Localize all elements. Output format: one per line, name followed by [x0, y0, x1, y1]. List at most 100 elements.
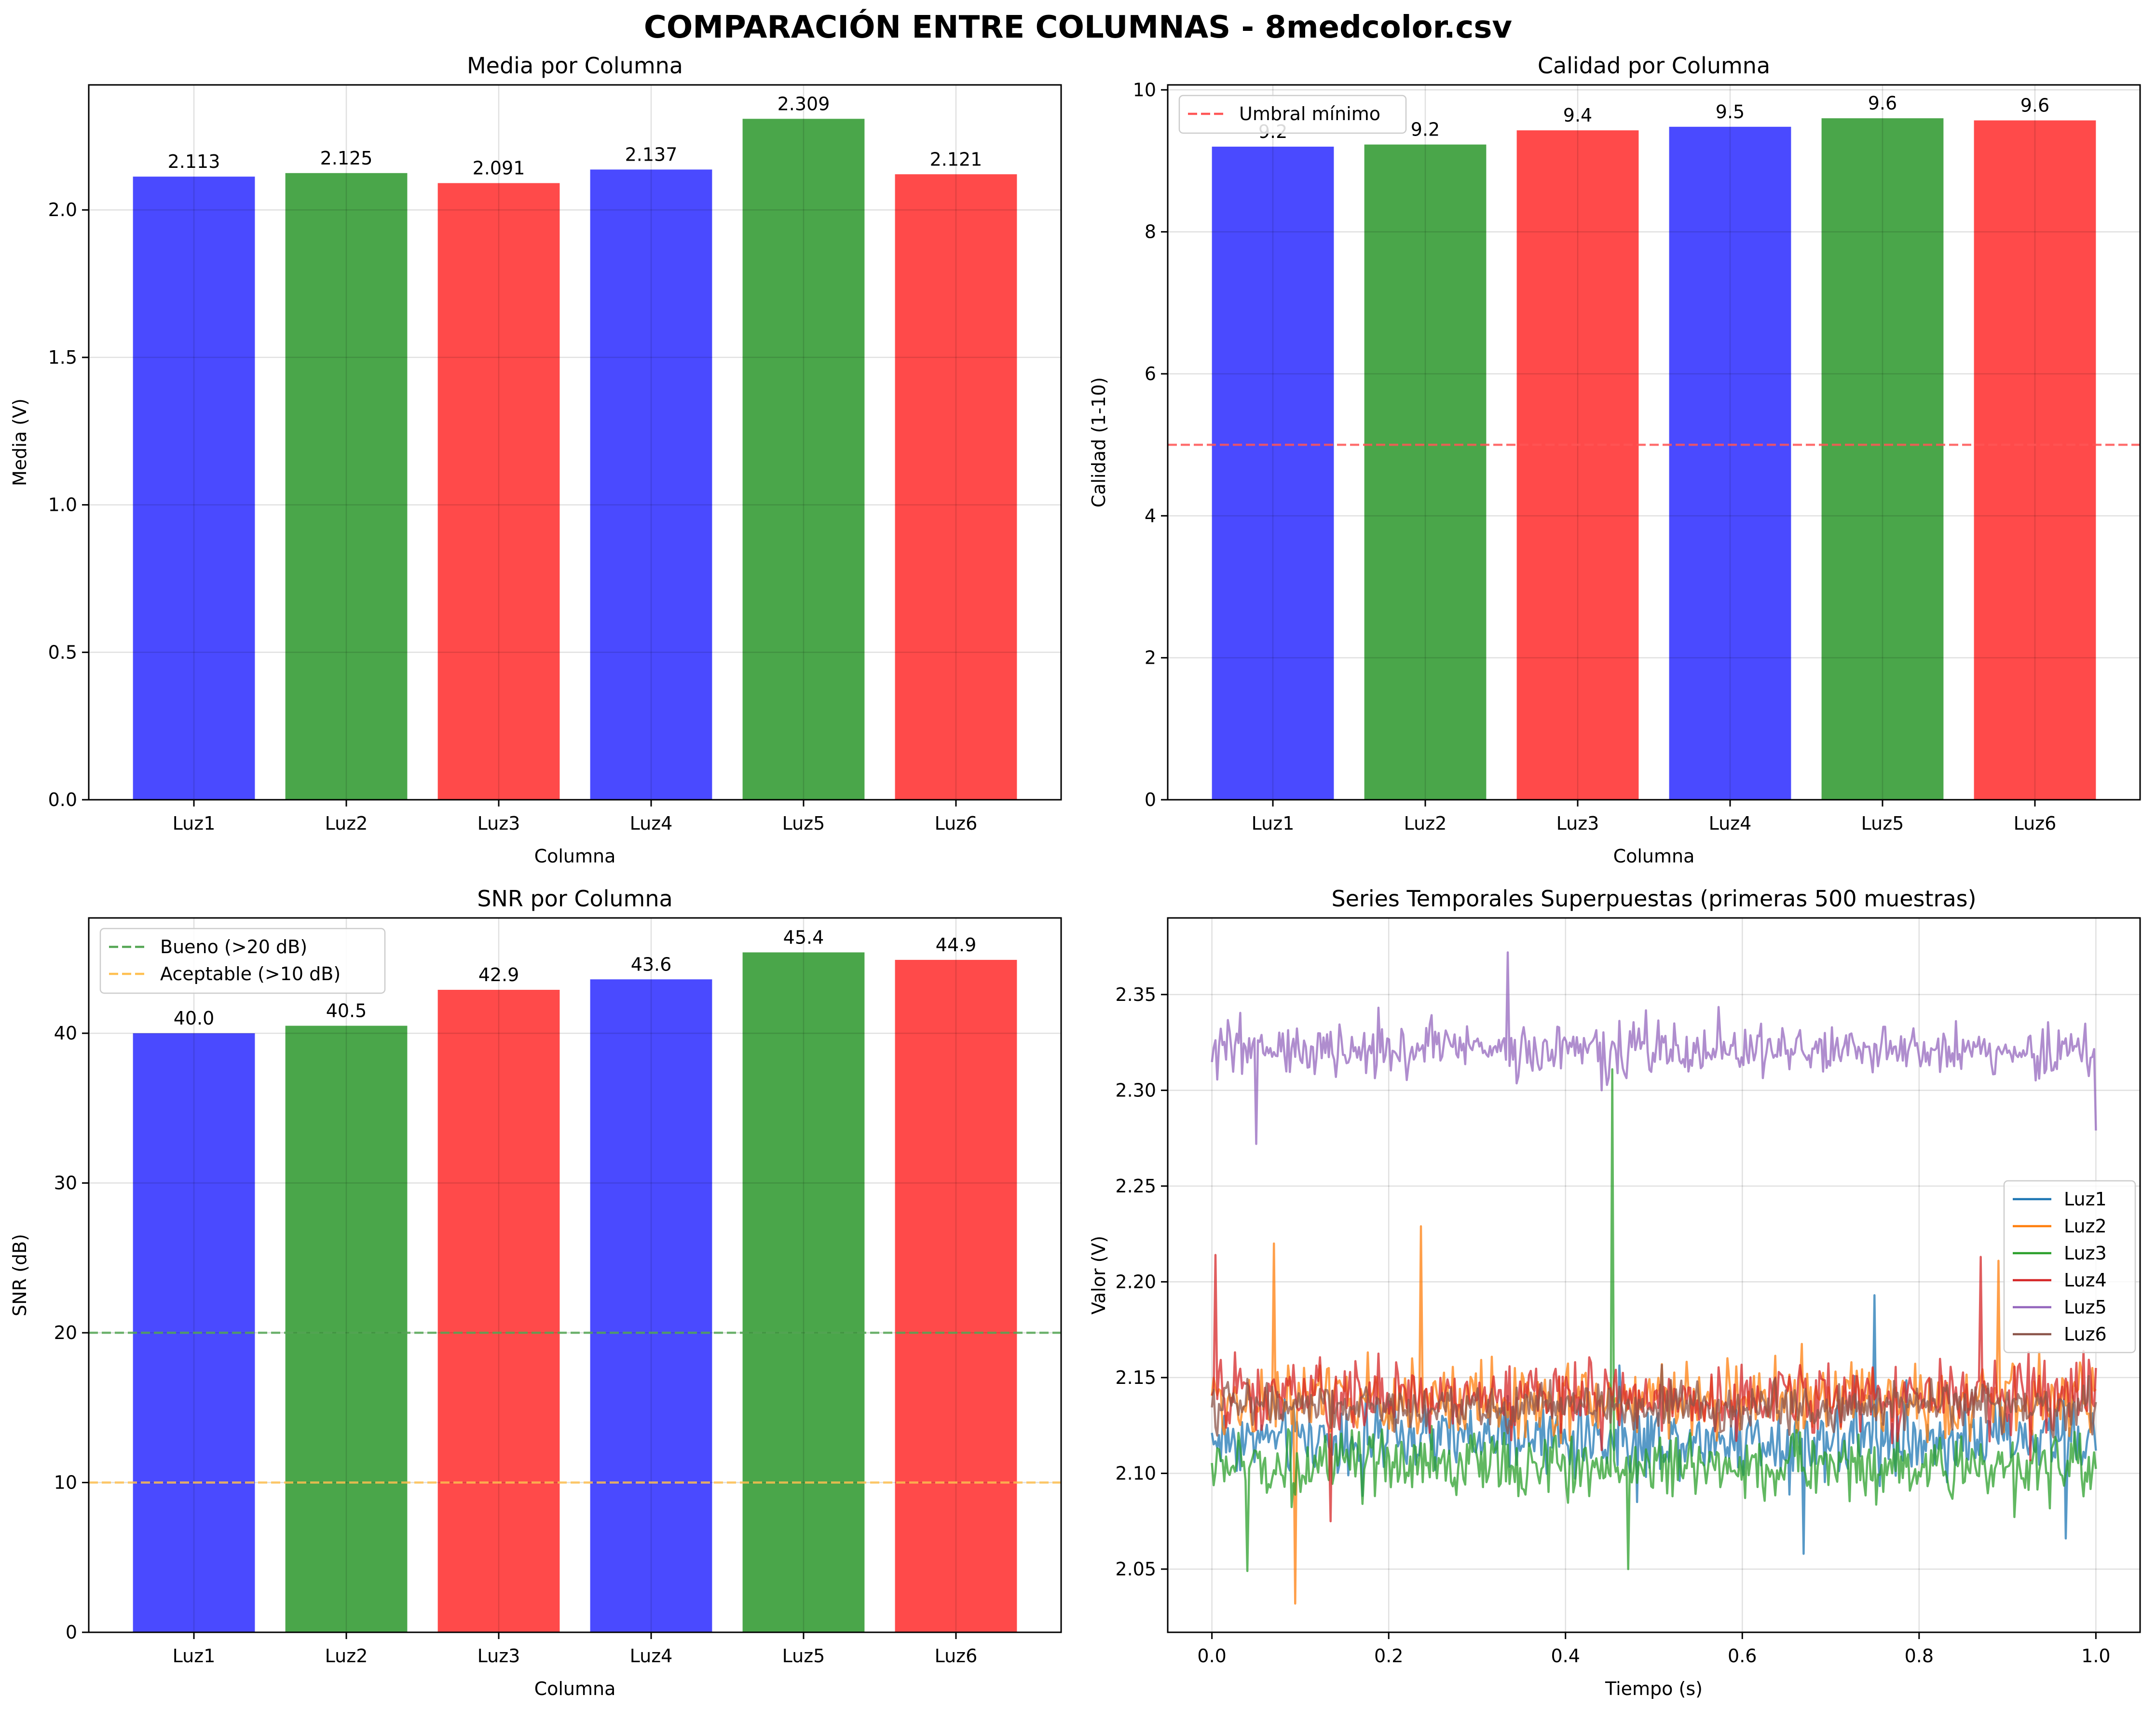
series-line-luz5	[1211, 951, 2097, 1145]
x-tick-label: Luz5	[782, 1645, 825, 1667]
bar-luz3	[1516, 130, 1639, 800]
y-tick-label: 2	[1145, 647, 1156, 669]
x-tick-label: Luz1	[173, 1645, 216, 1667]
x-tick-label: Luz3	[478, 813, 520, 834]
y-axis-label: SNR (dB)	[9, 1234, 30, 1316]
bar-luz5	[742, 952, 865, 1632]
series-line-luz6	[1211, 1364, 2097, 1439]
y-tick-label: 0.0	[48, 789, 77, 810]
x-tick-label: Luz3	[1556, 813, 1599, 834]
x-axis-label: Columna	[534, 846, 616, 867]
bar-value-label: 40.0	[174, 1008, 215, 1029]
bar-luz2	[285, 1025, 408, 1632]
x-tick-label: 0.4	[1551, 1645, 1580, 1667]
x-tick-label: Luz6	[2014, 813, 2057, 834]
bar-value-label: 2.091	[473, 158, 525, 179]
bar-value-label: 2.125	[320, 148, 373, 169]
x-tick-label: 0.0	[1197, 1645, 1226, 1667]
bar-value-label: 9.4	[1563, 105, 1592, 126]
bar-luz5	[742, 119, 865, 800]
bar-value-label: 42.9	[478, 964, 519, 985]
y-tick-label: 0.5	[48, 642, 77, 663]
y-tick-label: 1.0	[48, 494, 77, 516]
y-tick-label: 10	[54, 1472, 77, 1493]
y-tick-label: 20	[54, 1322, 77, 1343]
x-tick-label: Luz1	[1252, 813, 1295, 834]
panel-snr-chart: 40.0 40.5 42.9 43.6 45.4 44.9 0 10 20 30 40 Luz1 Luz…	[9, 886, 1062, 1699]
bar-luz6	[895, 174, 1017, 800]
y-tick-label: 2.20	[1115, 1271, 1156, 1292]
panel-calidad-chart: 9.29.29.49.59.69.60246810Luz1Luz2Luz3Luz…	[1088, 53, 2141, 867]
legend-label: Luz4	[2064, 1270, 2107, 1291]
y-tick-label: 10	[1133, 79, 1156, 100]
chart-title: SNR por Columna	[477, 886, 672, 912]
y-tick-label: 1.5	[48, 347, 77, 368]
plot-frame	[88, 917, 1062, 1633]
x-tick-label: 0.6	[1728, 1645, 1757, 1667]
y-tick-label: 0	[66, 1622, 77, 1643]
bar-luz3	[437, 183, 560, 800]
x-tick-label: Luz1	[173, 813, 216, 834]
y-tick-label: 6	[1145, 363, 1156, 384]
y-tick-label: 2.25	[1115, 1176, 1156, 1197]
x-tick-label: Luz2	[325, 1645, 368, 1667]
figure-suptitle: COMPARACIÓN ENTRE COLUMNAS - 8medcolor.c…	[644, 9, 1512, 45]
chart-title: Series Temporales Superpuestas (primeras…	[1331, 886, 1976, 912]
bar-luz5	[1821, 118, 1944, 800]
y-axis-label: Valor (V)	[1088, 1236, 1109, 1315]
bar-luz6	[895, 959, 1017, 1632]
x-tick-label: Luz4	[630, 813, 673, 834]
bar-value-label: 44.9	[936, 934, 977, 956]
y-tick-label: 2.15	[1115, 1367, 1156, 1388]
x-tick-label: Luz2	[1404, 813, 1447, 834]
plot-frame	[88, 84, 1062, 801]
legend-label: Luz5	[2064, 1297, 2107, 1318]
legend-box	[99, 928, 386, 994]
legend-label: Bueno (>20 dB)	[160, 936, 307, 957]
bar-luz2	[285, 173, 408, 800]
plot-frame	[1167, 917, 2141, 1633]
y-tick-label: 30	[54, 1173, 77, 1194]
legend-label: Luz6	[2064, 1324, 2107, 1345]
bar-luz4	[590, 979, 712, 1632]
legend-label: Aceptable (>10 dB)	[160, 963, 341, 984]
bar-luz3	[437, 990, 560, 1632]
bar-luz2	[1364, 144, 1487, 800]
bar-value-label: 2.113	[168, 151, 220, 172]
bar-luz4	[590, 169, 712, 800]
x-axis-label: Columna	[534, 1678, 616, 1699]
bar-luz4	[1669, 126, 1791, 800]
y-tick-label: 2.0	[48, 199, 77, 220]
y-tick-label: 2.30	[1115, 1080, 1156, 1101]
bar-value-label: 40.5	[326, 1000, 367, 1022]
x-tick-label: 0.2	[1374, 1645, 1403, 1667]
y-tick-label: 2.05	[1115, 1559, 1156, 1580]
bar-value-label: 9.6	[1868, 93, 1897, 114]
y-tick-label: 2.35	[1115, 984, 1156, 1005]
legend-box	[2003, 1180, 2136, 1354]
x-axis-label: Columna	[1613, 846, 1695, 867]
y-tick-label: 40	[54, 1023, 77, 1044]
bar-value-label: 2.309	[778, 93, 830, 114]
bar-value-label: 9.6	[2020, 95, 2049, 116]
x-tick-label: Luz4	[1709, 813, 1752, 834]
x-axis-label: Tiempo (s)	[1605, 1678, 1703, 1699]
legend-label: Luz3	[2064, 1243, 2107, 1264]
x-tick-label: Luz6	[935, 1645, 978, 1667]
bar-luz6	[1974, 120, 2096, 800]
panel-media-chart: 2.113 2.125 2.091 2.137 2.309 2.121 0.0 0.5 1.0 1…	[9, 53, 1062, 867]
y-axis-label: Media (V)	[9, 398, 30, 486]
x-tick-label: 1.0	[2081, 1645, 2110, 1667]
bar-value-label: 2.137	[625, 144, 678, 165]
bar-value-label: 2.121	[930, 149, 982, 170]
chart-title: Media por Columna	[467, 53, 683, 79]
bar-value-label: 9.2	[1411, 119, 1440, 140]
y-axis-label: Calidad (1-10)	[1088, 377, 1109, 507]
bar-luz1	[1212, 147, 1334, 800]
bar-value-label: 45.4	[783, 927, 824, 948]
x-tick-label: Luz5	[1861, 813, 1904, 834]
chart-title: Calidad por Columna	[1538, 53, 1770, 79]
y-tick-label: 0	[1145, 789, 1156, 810]
x-tick-label: Luz4	[630, 1645, 673, 1667]
x-tick-label: 0.8	[1905, 1645, 1934, 1667]
